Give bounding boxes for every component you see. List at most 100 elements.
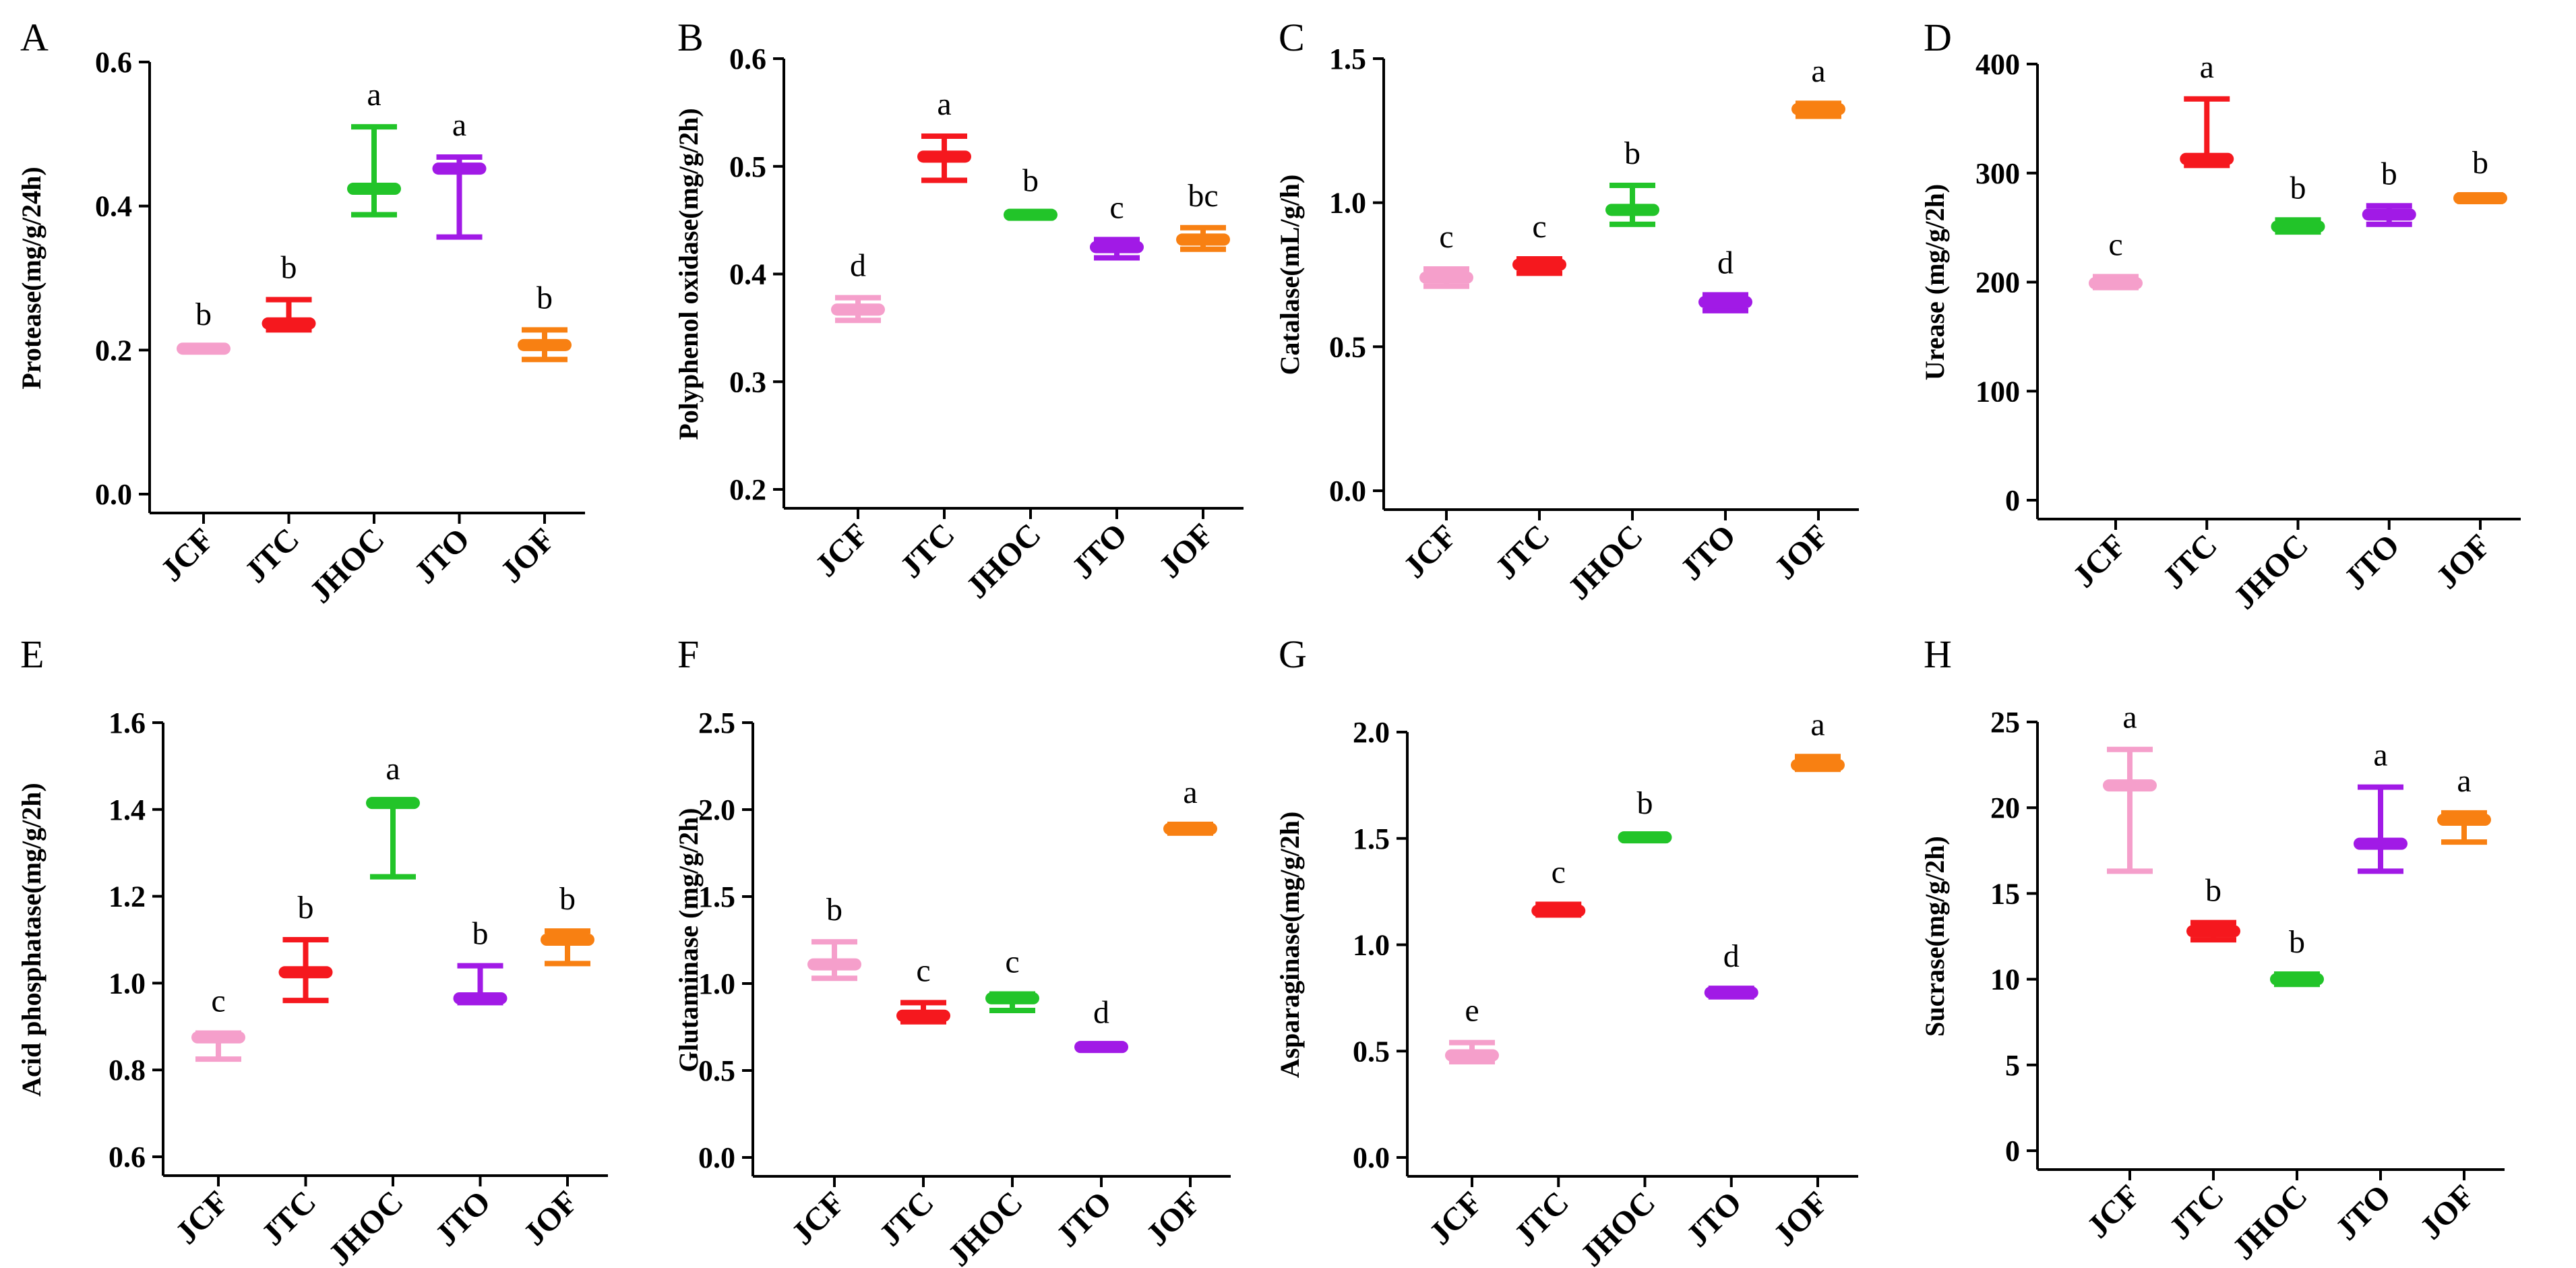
x-tick-label-JOF: JOF: [2413, 1178, 2482, 1246]
y-tick-label: 0.3: [729, 365, 766, 398]
median-bar-JHOC: [347, 183, 401, 195]
y-tick-label: 0.6: [95, 46, 132, 79]
median-bar-JHOC: [1618, 831, 1672, 844]
significance-letter-JTC: c: [916, 953, 930, 988]
significance-letter-JHOC: a: [367, 77, 381, 113]
significance-letter-JCF: c: [1439, 219, 1453, 255]
y-tick-label: 2.0: [698, 793, 735, 826]
x-tick-label-JHOC: JHOC: [2226, 1178, 2314, 1267]
significance-letter-JOF: a: [1811, 53, 1825, 89]
y-tick-label: 100: [1975, 375, 2020, 408]
x-tick-label-JCF: JCF: [1422, 1184, 1490, 1252]
median-bar-JOF: [1163, 822, 1217, 835]
y-tick-label: 300: [1975, 157, 2020, 190]
y-tick-label: 15: [1990, 877, 2020, 910]
median-bar-JCF: [177, 342, 231, 355]
y-tick-label: 0.8: [109, 1054, 146, 1087]
x-tick-label-JCF: JCF: [154, 521, 221, 588]
box-JTC: [1512, 255, 1566, 276]
median-bar-JTC: [896, 1009, 950, 1022]
box-JTO: [2354, 784, 2408, 874]
x-tick-label-JTC: JTC: [872, 1184, 941, 1253]
significance-letter-JOF: b: [2472, 145, 2488, 181]
median-bar-JTC: [917, 150, 971, 163]
significance-letter-JTO: d: [1723, 938, 1740, 974]
median-bar-JTO: [2362, 208, 2416, 221]
box-JCF: [2103, 746, 2157, 874]
y-axis-title: Glutaminase (mg/g/2h): [673, 808, 704, 1072]
significance-letter-JHOC: b: [1624, 135, 1640, 171]
panel-E: E 0.6 0.8 1.0 1.2 1.4 1.6 Acid phosphatase(mg/g…: [16, 632, 608, 1268]
median-bar-JHOC: [1605, 204, 1659, 216]
median-bar-JCF: [2103, 779, 2157, 792]
significance-letter-JCF: b: [826, 892, 842, 928]
box-JTC: [278, 937, 333, 1004]
y-axis-title: Polyphenol oxidase(mg/g/2h): [673, 108, 704, 440]
box-JTO: [1090, 237, 1144, 261]
box-JOF: [2437, 810, 2491, 845]
y-axis-title: Acid phosphatase(mg/g/2h): [16, 783, 47, 1097]
x-tick-label-JTO: JTO: [1049, 1184, 1119, 1254]
x-tick-label-JTC: JTC: [2162, 1178, 2231, 1246]
significance-letter-JHOC: b: [1637, 785, 1653, 821]
significance-letter-JHOC: b: [2289, 924, 2305, 960]
box-JHOC: [347, 124, 401, 218]
panel-letter-B: B: [677, 16, 704, 59]
box-JOF: [518, 327, 572, 363]
significance-letter-JTO: a: [2373, 737, 2387, 773]
median-bar-JHOC: [366, 797, 420, 810]
y-tick-label: 1.2: [109, 880, 146, 913]
significance-letter-JOF: b: [536, 280, 553, 315]
y-axis-title: Urease (mg/g/2h): [1920, 184, 1950, 380]
panel-H: H 0 5 10 15 20 25 Sucrase(mg/g/2h) JCF a JTC b JHOC b…: [1920, 632, 2505, 1267]
median-bar-JCF: [1445, 1049, 1499, 1062]
x-tick-label-JCF: JCF: [1397, 518, 1464, 585]
significance-letter-JTC: c: [1532, 209, 1546, 245]
box-JOF: [1791, 754, 1845, 773]
box-JTO: [2362, 203, 2416, 227]
panel-D: D 0 100 200 300 400 Urease (mg/g/2h) JCF c JTC a JH…: [1920, 16, 2521, 616]
significance-letter-JOF: a: [1183, 775, 1197, 810]
box-JHOC: [1618, 831, 1672, 844]
x-tick-label-JOF: JOF: [493, 521, 562, 590]
significance-letter-JTC: a: [2200, 49, 2214, 85]
box-JTC: [1531, 901, 1586, 918]
box-JTO: [453, 963, 508, 1006]
y-tick-label: 1.5: [698, 880, 735, 913]
significance-letter-JCF: b: [195, 297, 212, 332]
box-JCF: [1419, 266, 1473, 289]
panel-B: B 0.2 0.3 0.4 0.5 0.6 Polyphenol oxidase(mg/g/…: [673, 16, 1244, 605]
median-bar-JOF: [1176, 233, 1230, 246]
y-tick-label: 0.0: [1353, 1141, 1390, 1174]
significance-letter-JOF: bc: [1188, 178, 1218, 214]
x-tick-label-JCF: JCF: [785, 1184, 852, 1252]
median-bar-JTO: [453, 992, 508, 1004]
y-axis-title: Protease(mg/g/24h): [16, 167, 47, 389]
y-tick-label: 25: [1990, 706, 2020, 739]
y-tick-label: 10: [1990, 963, 2020, 996]
x-tick-label-JTO: JTO: [407, 521, 477, 591]
x-tick-label-JTC: JTC: [1488, 518, 1557, 586]
y-tick-label: 1.0: [698, 967, 735, 1000]
x-tick-label-JTO: JTO: [1680, 1184, 1749, 1254]
median-bar-JTC: [262, 317, 316, 330]
y-tick-label: 0.0: [698, 1141, 735, 1174]
significance-letter-JTO: d: [1093, 994, 1109, 1030]
panel-C: C 0.0 0.5 1.0 1.5 Catalase(mL/g/h) JCF c JTC c JHO…: [1275, 16, 1859, 607]
median-bar-JTO: [2354, 837, 2408, 850]
x-tick-label-JHOC: JHOC: [1574, 1184, 1663, 1268]
box-JTC: [2186, 919, 2240, 943]
y-tick-label: 0.0: [1329, 475, 1366, 508]
x-tick-label-JTC: JTC: [1507, 1184, 1576, 1253]
box-JOF: [1163, 821, 1217, 836]
panel-letter-C: C: [1279, 16, 1305, 59]
x-tick-label-JHOC: JHOC: [1561, 518, 1650, 607]
x-tick-label-JOF: JOF: [1767, 518, 1836, 586]
x-tick-label-JTO: JTO: [1065, 516, 1134, 586]
significance-letter-JTO: a: [452, 107, 466, 143]
y-tick-label: 1.0: [1329, 187, 1366, 220]
y-tick-label: 0.5: [698, 1054, 735, 1087]
x-tick-label-JOF: JOF: [516, 1184, 585, 1252]
x-tick-label-JCF: JCF: [2080, 1178, 2147, 1245]
